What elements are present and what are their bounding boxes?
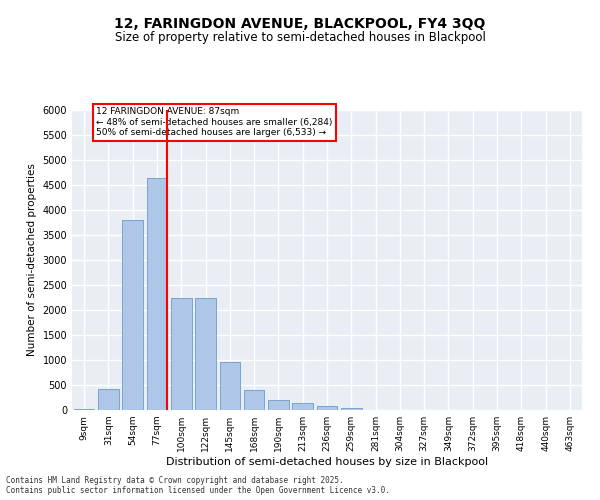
Bar [74,408,94,410]
Y-axis label: Number of semi-detached properties: Number of semi-detached properties [27,164,37,356]
Bar [244,390,265,410]
Bar [122,220,143,410]
Text: Size of property relative to semi-detached houses in Blackpool: Size of property relative to semi-detach… [115,31,485,44]
Bar [317,406,337,410]
Bar [146,178,167,410]
Bar [98,388,119,410]
Text: 12, FARINGDON AVENUE, BLACKPOOL, FY4 3QQ: 12, FARINGDON AVENUE, BLACKPOOL, FY4 3QQ [115,18,485,32]
Bar [171,298,191,410]
Text: 12 FARINGDON AVENUE: 87sqm
← 48% of semi-detached houses are smaller (6,284)
50%: 12 FARINGDON AVENUE: 87sqm ← 48% of semi… [96,107,332,137]
Bar [341,408,362,410]
Bar [195,298,216,410]
Text: Contains HM Land Registry data © Crown copyright and database right 2025.
Contai: Contains HM Land Registry data © Crown c… [6,476,390,495]
Bar [220,362,240,410]
Bar [292,402,313,410]
X-axis label: Distribution of semi-detached houses by size in Blackpool: Distribution of semi-detached houses by … [166,457,488,467]
Bar [268,400,289,410]
